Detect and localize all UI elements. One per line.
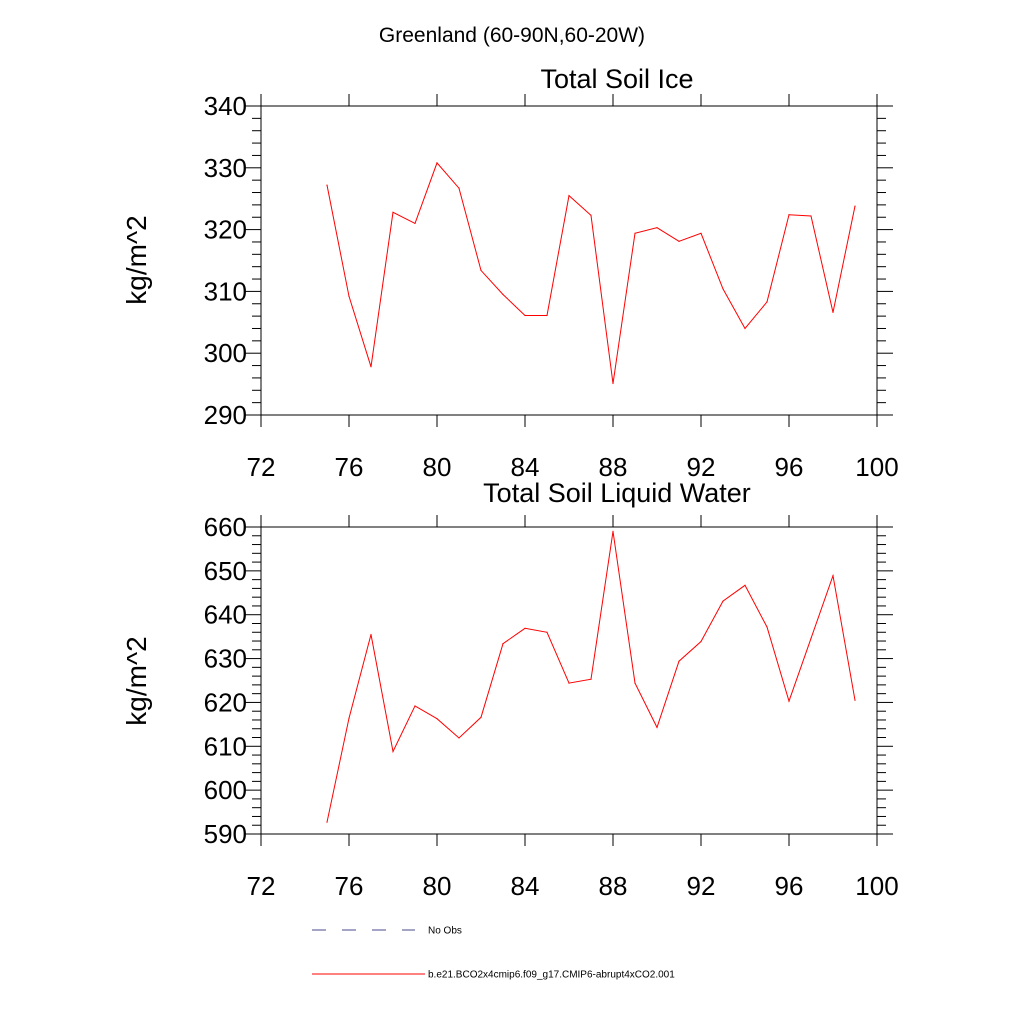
data-point xyxy=(568,195,570,197)
data-point xyxy=(612,530,614,532)
data-point xyxy=(854,205,856,207)
data-point xyxy=(590,214,592,216)
x-tick-label: 88 xyxy=(599,871,628,901)
y-axis-label: kg/m^2 xyxy=(121,215,152,304)
data-point xyxy=(480,716,482,718)
y-tick-label: 300 xyxy=(204,338,247,368)
x-tick-label: 100 xyxy=(855,871,898,901)
data-point xyxy=(392,211,394,213)
panel-title: Total Soil Liquid Water xyxy=(483,478,751,508)
x-tick-label: 92 xyxy=(687,452,716,482)
data-point xyxy=(744,327,746,330)
data-point xyxy=(436,162,438,164)
y-tick-label: 650 xyxy=(204,556,247,586)
y-tick-label: 640 xyxy=(204,600,247,630)
data-point xyxy=(766,301,768,303)
data-point xyxy=(524,314,526,317)
data-point xyxy=(832,311,834,314)
data-point xyxy=(502,293,504,296)
data-point xyxy=(722,600,724,602)
data-point xyxy=(414,705,416,707)
data-point xyxy=(788,214,790,216)
y-tick-label: 310 xyxy=(204,276,247,306)
data-point xyxy=(590,678,592,680)
data-point xyxy=(700,640,702,643)
x-tick-label: 96 xyxy=(775,452,804,482)
series-line-model xyxy=(326,161,856,384)
x-tick-label: 72 xyxy=(247,871,276,901)
data-point xyxy=(656,726,658,729)
data-point xyxy=(546,314,548,317)
y-tick-label: 290 xyxy=(204,400,247,430)
data-point xyxy=(744,584,746,586)
data-point xyxy=(546,631,548,633)
data-point xyxy=(656,227,658,229)
data-point xyxy=(766,626,768,628)
legend: No Obs b.e21.BCO2x4cmip6.f09_g17.CMIP6-a… xyxy=(312,926,675,981)
x-tick-label: 76 xyxy=(335,452,364,482)
x-tick-label: 100 xyxy=(855,452,898,482)
x-tick-label: 80 xyxy=(423,452,452,482)
data-point xyxy=(634,232,636,234)
data-point xyxy=(502,643,504,645)
data-point xyxy=(678,240,680,242)
data-point xyxy=(810,637,812,639)
data-point xyxy=(568,682,570,684)
data-point xyxy=(370,366,372,368)
panel-title: Total Soil Ice xyxy=(540,64,693,94)
panel-total-soil-ice: Total Soil Ice kg/m^2 72 76 80 84 88 92 96 100 290… xyxy=(121,64,899,482)
data-point xyxy=(414,222,416,225)
y-tick-label: 340 xyxy=(204,91,247,121)
y-tick-label: 590 xyxy=(204,819,247,849)
x-tick-label: 96 xyxy=(775,871,804,901)
plot-frame xyxy=(260,105,878,416)
data-point xyxy=(722,288,724,290)
data-point xyxy=(854,699,856,701)
y-tick-label: 330 xyxy=(204,153,247,183)
data-point xyxy=(348,295,350,297)
data-point xyxy=(480,269,482,271)
x-tick-label: 84 xyxy=(511,452,540,482)
y-tick-label: 660 xyxy=(204,512,247,542)
data-point xyxy=(634,682,636,684)
x-tick-label: 76 xyxy=(335,871,364,901)
data-point xyxy=(700,232,702,234)
data-point xyxy=(326,821,328,823)
data-point xyxy=(524,627,526,629)
data-point xyxy=(392,750,394,753)
data-point xyxy=(370,633,372,636)
figure-title: Greenland (60-90N,60-20W) xyxy=(379,24,645,47)
x-tick-label: 92 xyxy=(687,871,716,901)
y-tick-label: 600 xyxy=(204,775,247,805)
x-tick-label: 84 xyxy=(511,871,540,901)
y-tick-label: 630 xyxy=(204,644,247,674)
data-point xyxy=(612,382,614,385)
y-tick-label: 620 xyxy=(204,687,247,717)
plot-frame xyxy=(260,526,878,835)
data-point xyxy=(678,660,680,662)
x-tick-label: 88 xyxy=(599,452,628,482)
data-point xyxy=(348,717,350,719)
data-point xyxy=(458,737,460,739)
data-point xyxy=(436,718,438,720)
data-point xyxy=(832,575,834,577)
x-tick-label: 72 xyxy=(247,452,276,482)
y-tick-label: 320 xyxy=(204,215,247,245)
legend-label-no-obs: No Obs xyxy=(428,926,462,937)
y-axis-label: kg/m^2 xyxy=(121,636,152,725)
data-point xyxy=(810,215,812,217)
x-tick-label: 80 xyxy=(423,871,452,901)
panel-total-soil-liquid-water: Total Soil Liquid Water kg/m^2 72 76 80 84 88 9… xyxy=(121,478,899,901)
data-point xyxy=(326,184,328,186)
series-line-model xyxy=(326,531,856,823)
legend-label-model: b.e21.BCO2x4cmip6.f09_g17.CMIP6-abrupt4x… xyxy=(428,970,675,981)
data-point xyxy=(458,187,460,189)
data-point xyxy=(788,700,790,702)
y-tick-label: 610 xyxy=(204,731,247,761)
